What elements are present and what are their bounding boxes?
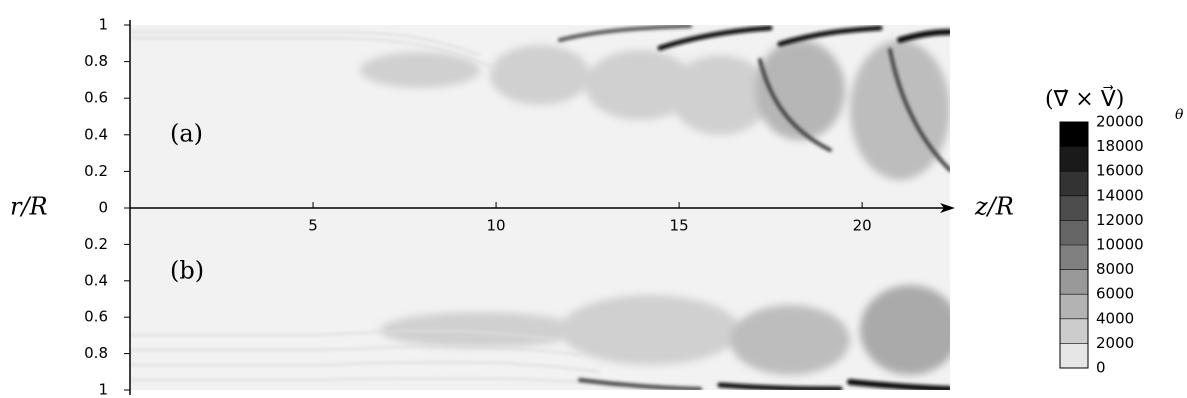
y-tick-label: 0.6 [84, 308, 108, 326]
x-tick-label: 10 [487, 217, 506, 235]
colorbar-band [1060, 318, 1088, 344]
colorbar-tick-label: 12000 [1096, 211, 1144, 229]
colorbar-band [1060, 195, 1088, 221]
x-tick-label: 5 [308, 217, 318, 235]
colorbar-frame [1059, 121, 1089, 369]
colorbar-tick-label: 14000 [1096, 186, 1144, 204]
y-tick-label: 0 [98, 199, 108, 217]
colorbar-band [1060, 122, 1088, 147]
colorbar-band [1060, 171, 1088, 196]
colorbar-tick-label: 4000 [1096, 309, 1134, 327]
x-tick-label: 20 [853, 217, 872, 235]
y-tick-label: 0.2 [84, 235, 108, 253]
colorbar-band [1060, 294, 1088, 319]
panel-label: (b) [170, 257, 204, 285]
y-tick-label: 1 [98, 16, 108, 34]
panel-label: (a) [170, 120, 203, 148]
x-axis-label: z/R [974, 193, 1014, 221]
y-tick-label: 0.6 [84, 89, 108, 107]
y-tick-label: 0.8 [84, 344, 108, 362]
y-tick-label: 1 [98, 381, 108, 398]
y-tick-label: 0.2 [84, 162, 108, 180]
y-tick-label: 0.4 [84, 125, 108, 143]
colorbar-tick-label: 20000 [1096, 113, 1144, 131]
colorbar-band [1060, 269, 1088, 295]
colorbar-tick-label: 18000 [1096, 137, 1144, 155]
y-tick-label: 0.8 [84, 52, 108, 70]
y-tick-label: 0.4 [84, 271, 108, 289]
colorbar-band [1060, 343, 1088, 368]
colorbar-title: (∇⃗ × V⃗) [1045, 85, 1124, 112]
colorbar-band [1060, 220, 1088, 245]
x-tick-label: 15 [670, 217, 689, 235]
colorbar-tick-label: 6000 [1096, 285, 1134, 303]
colorbar-tick-label: 0 [1096, 359, 1106, 377]
axis-arrow [940, 203, 955, 213]
colorbar-title-sub: θ [1175, 107, 1184, 123]
colorbar-tick-label: 10000 [1096, 236, 1144, 254]
colorbar-tick-label: 16000 [1096, 162, 1144, 180]
colorbar-band [1060, 146, 1088, 172]
colorbar-tick-label: 2000 [1096, 334, 1134, 352]
colorbar-tick-label: 8000 [1096, 260, 1134, 278]
colorbar-band [1060, 245, 1088, 270]
y-axis-label: r/R [10, 193, 48, 221]
